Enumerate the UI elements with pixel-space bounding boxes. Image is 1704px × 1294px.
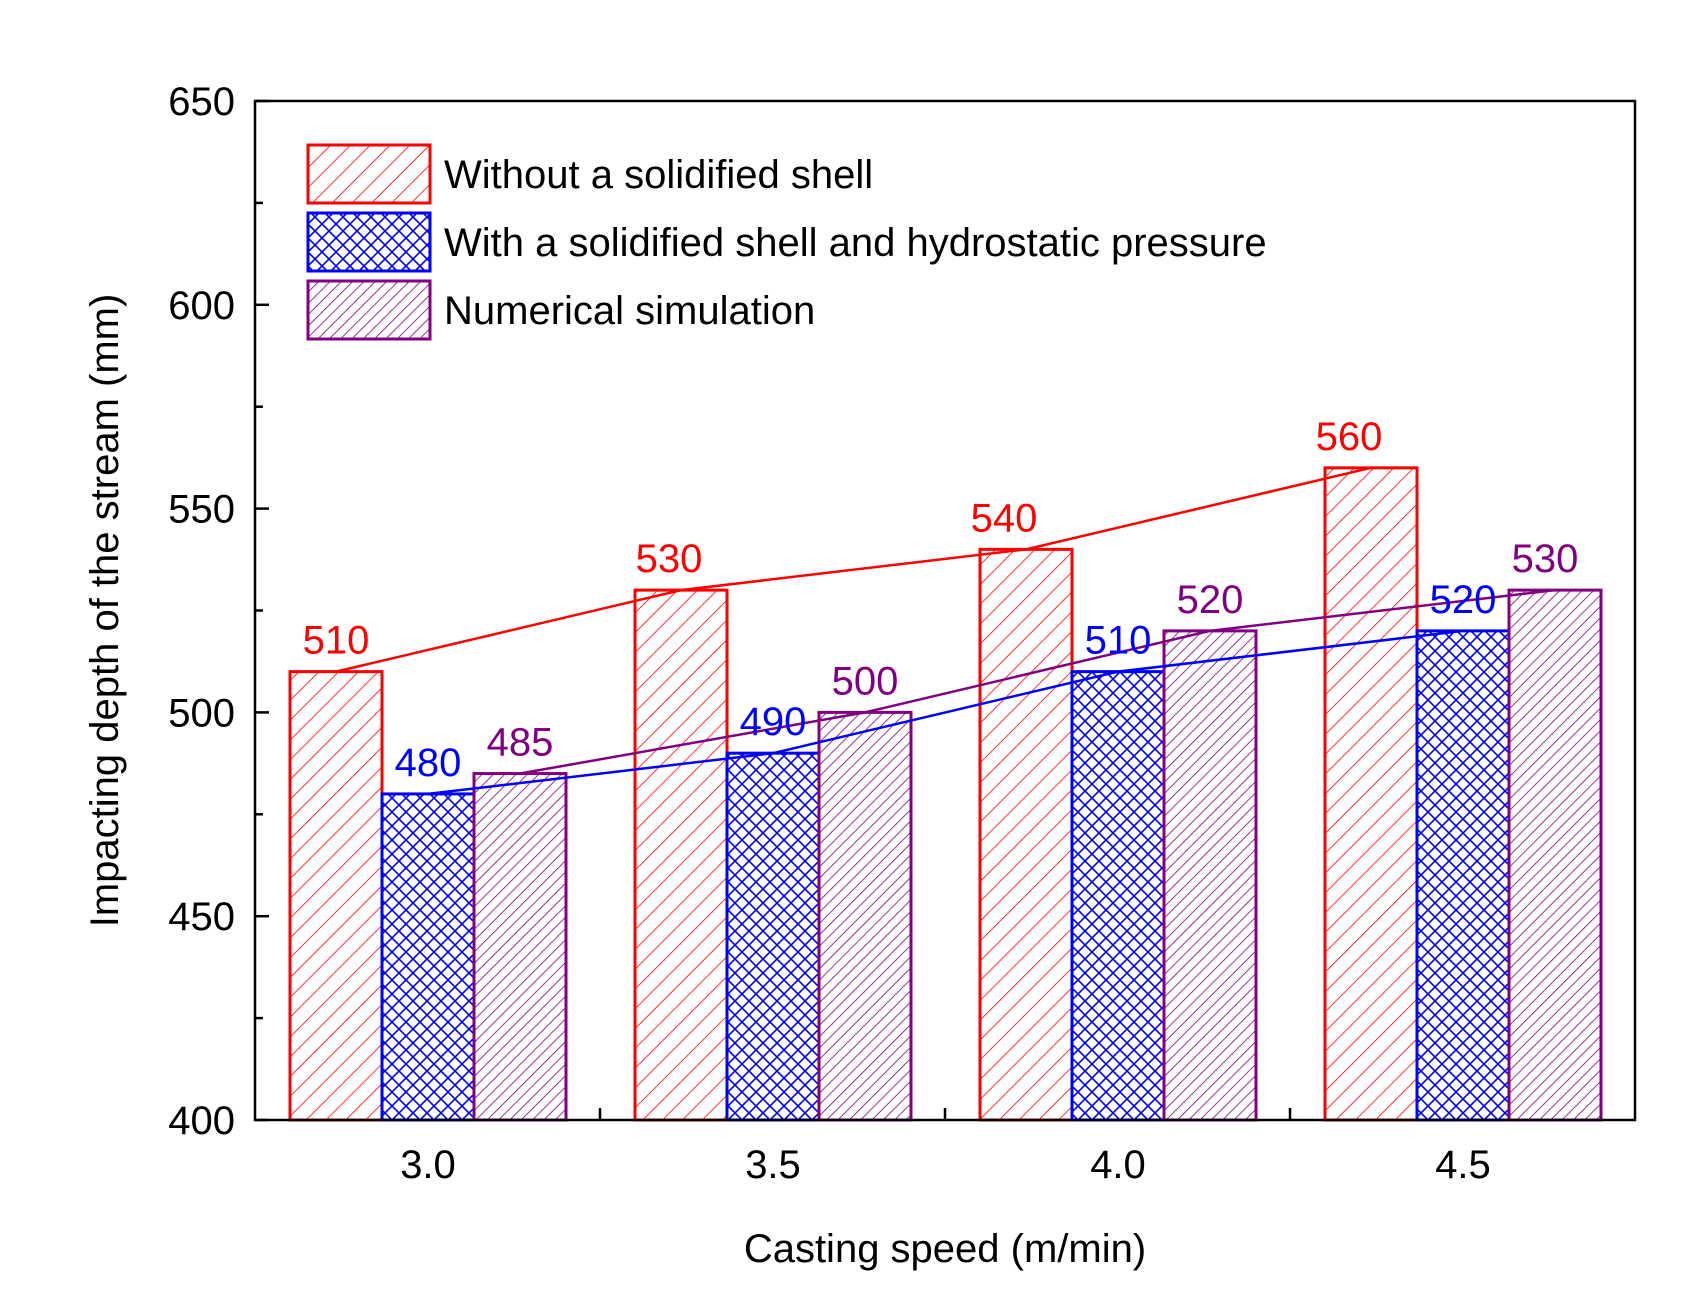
data-label: 540 [971,496,1038,540]
y-axis-title: Impacting depth of the stream (mm) [83,294,127,928]
x-tick-label: 3.5 [745,1143,801,1187]
x-tick-label: 4.5 [1435,1143,1491,1187]
bar-series-2-cat-2 [725,751,821,1122]
data-label: 530 [636,537,703,581]
y-tick-label: 400 [168,1099,235,1143]
bars-layer [288,466,1603,1122]
y-tick-label: 450 [168,895,235,939]
data-label: 530 [1512,537,1579,581]
bar-series-1-cat-3 [978,547,1074,1122]
bar-series-3-cat-3 [1162,629,1258,1122]
data-label: 520 [1430,578,1497,622]
data-label: 510 [1085,619,1152,663]
legend-label-1: Without a solidified shell [444,153,873,197]
y-tick-label: 550 [168,488,235,532]
y-tick-label: 600 [168,284,235,328]
x-tick-label: 3.0 [400,1143,456,1187]
data-label: 510 [303,619,370,663]
data-label: 520 [1177,578,1244,622]
bar-series-3-cat-2 [817,710,913,1122]
legend-label-3: Numerical simulation [444,289,815,333]
bar-series-3-cat-1 [472,772,568,1122]
y-axis: 400 450 500 550 600 650 [168,80,269,1143]
legend-label-2: With a solidified shell and hydrostatic … [444,221,1267,265]
legend-swatch-2 [306,211,432,273]
data-label: 500 [832,659,899,703]
data-label: 490 [740,700,807,744]
series-line-1 [335,466,1372,673]
series-line-3 [519,588,1556,775]
x-axis: 3.0 3.5 4.0 4.5 [400,1108,1491,1187]
data-label: 485 [487,721,554,765]
y-tick-label: 650 [168,80,235,124]
bar-series-1-cat-1 [288,670,384,1122]
data-labels-layer: 510 530 540 560 480 490 510 520 485 500 520 530 [303,415,1579,785]
bar-series-2-cat-1 [380,792,476,1122]
bar-series-2-cat-3 [1070,670,1166,1122]
bar-series-1-cat-2 [633,588,729,1122]
x-tick-label: 4.0 [1090,1143,1146,1187]
data-label: 560 [1316,415,1383,459]
legend: Without a solidified shell With a solidif… [306,143,1267,341]
legend-swatch-1 [306,143,432,205]
x-axis-title: Casting speed (m/min) [744,1227,1146,1271]
y-tick-label: 500 [168,691,235,735]
bar-series-2-cat-4 [1415,629,1511,1122]
bar-series-1-cat-4 [1323,466,1419,1122]
data-label: 480 [395,741,462,785]
series-lines-layer [335,466,1556,796]
legend-swatch-3 [306,279,432,341]
series-line-2 [427,629,1464,796]
bar-series-3-cat-4 [1507,588,1603,1122]
